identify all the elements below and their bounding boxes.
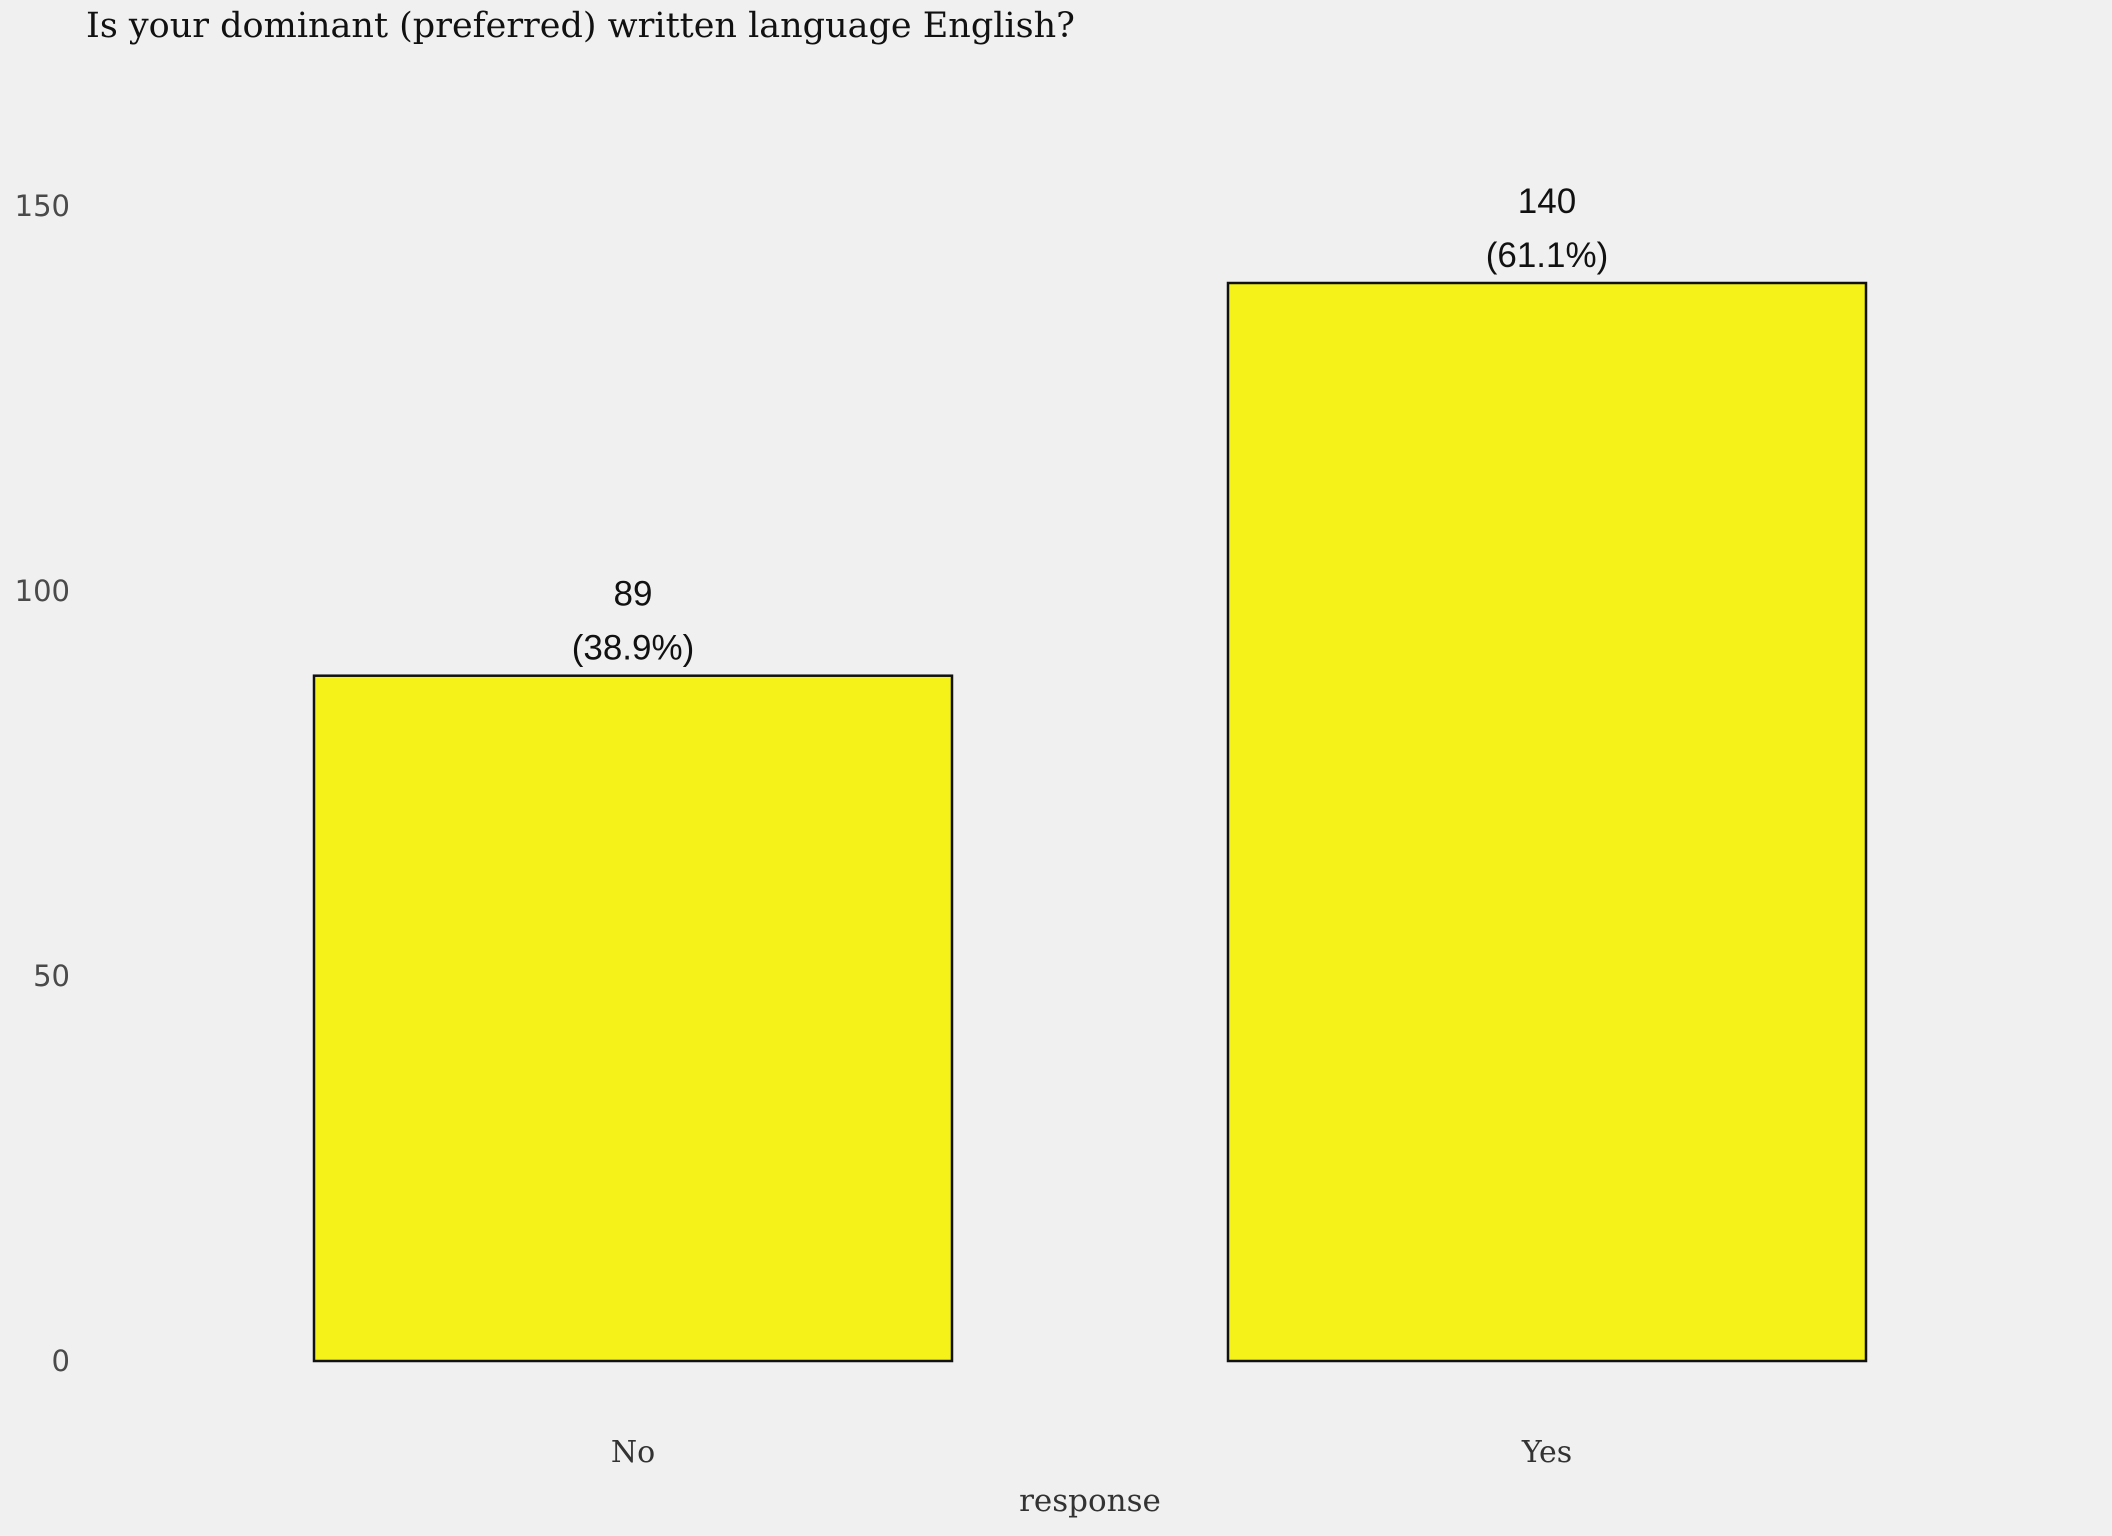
y-tick-label: 150 — [15, 189, 70, 223]
y-tick-label: 0 — [52, 1344, 70, 1378]
y-axis-ticks: 0 50 100 150 — [15, 189, 70, 1378]
x-tick-label: Yes — [1521, 1435, 1572, 1470]
bar-percent-label: (61.1%) — [1486, 236, 1609, 275]
bar-percent-label: (38.9%) — [572, 629, 695, 668]
bar-yes — [1226, 281, 1868, 1363]
bars: 89 (38.9%) 140 (61.1%) — [312, 182, 1868, 1363]
y-tick-label: 50 — [33, 959, 70, 993]
chart-title: Is your dominant (preferred) written lan… — [86, 6, 1075, 46]
x-axis-title: response — [1019, 1483, 1161, 1519]
bar-value-label: 89 — [614, 575, 653, 614]
bar-no — [312, 674, 954, 1363]
x-axis-category-labels: No Yes — [611, 1435, 1572, 1470]
bar-value-label: 140 — [1518, 182, 1576, 221]
x-tick-label: No — [611, 1435, 655, 1470]
y-tick-label: 100 — [15, 574, 70, 608]
